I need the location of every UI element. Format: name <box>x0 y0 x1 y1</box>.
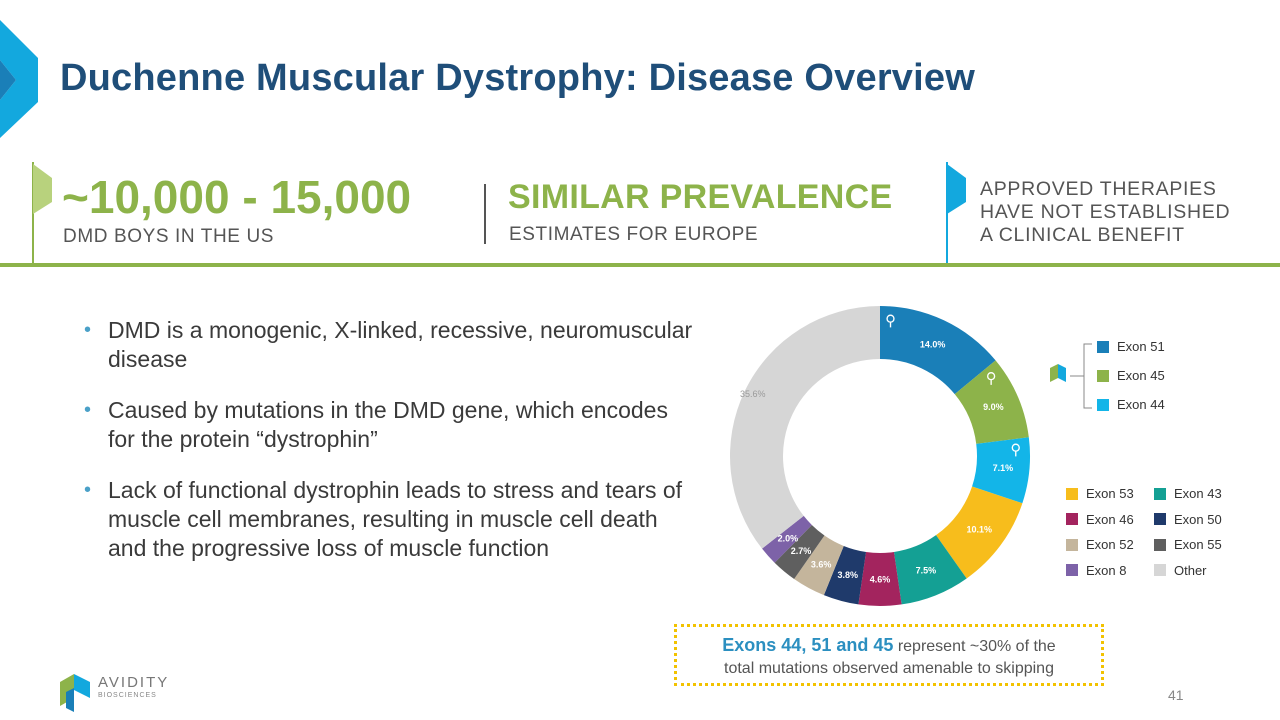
avidity-logo-icon <box>60 674 90 712</box>
legend-swatch <box>1066 564 1078 576</box>
legend-label: Exon 55 <box>1174 537 1222 552</box>
donut-slice-exon-43 <box>893 535 967 605</box>
us-patient-label: DMD BOYS IN THE US <box>63 226 275 247</box>
avidity-logo: AVIDITY BIOSCIENCES <box>58 664 169 714</box>
logo-name: AVIDITY <box>98 674 170 691</box>
legend-swatch <box>1066 538 1078 551</box>
donut-slice-exon-46 <box>858 551 902 606</box>
legend-item: Exon 45 <box>1097 368 1165 383</box>
donut-slice-other <box>730 306 880 549</box>
donut-data-label: 4.6% <box>870 575 891 585</box>
blue-flag-icon <box>946 162 966 266</box>
stats-band: ~10,000 - 15,000 DMD BOYS IN THE US SIMI… <box>0 158 1280 268</box>
donut-data-label: 14.0% <box>920 339 946 349</box>
donut-slice-exon-52 <box>794 535 844 596</box>
legend-swatch <box>1066 513 1078 525</box>
bullet-text: Caused by mutations in the DMD gene, whi… <box>108 397 668 452</box>
legend-swatch <box>1097 398 1109 411</box>
donut-slice-exon-45 <box>954 360 1029 444</box>
bullet-item: • Caused by mutations in the DMD gene, wh… <box>84 396 694 454</box>
donut-slice-exon-50 <box>823 545 867 605</box>
green-divider-line <box>0 263 1280 267</box>
donut-data-label: 3.6% <box>811 560 832 570</box>
bullet-dot: • <box>84 319 92 341</box>
legend-swatch <box>1154 513 1166 525</box>
bullet-list: • DMD is a monogenic, X-linked, recessive… <box>84 316 694 585</box>
legend-item: Exon 44 <box>1097 397 1165 412</box>
legend-label: Exon 44 <box>1117 397 1165 412</box>
skipping-callout: Exons 44, 51 and 45 represent ~30% of th… <box>674 624 1104 686</box>
donut-data-label: 2.7% <box>791 546 812 556</box>
logo-subtitle: BIOSCIENCES <box>98 692 157 699</box>
legend-label: Exon 51 <box>1117 339 1165 354</box>
legend-label: Exon 46 <box>1086 511 1134 527</box>
callout-text: represent ~30% of the <box>893 638 1056 655</box>
bullet-item: • DMD is a monogenic, X-linked, recessive… <box>84 316 694 374</box>
bullet-item: • Lack of functional dystrophin leads to … <box>84 476 694 563</box>
legend-label: Exon 50 <box>1174 511 1222 527</box>
bullet-dot: • <box>84 399 92 421</box>
legend-item: Exon 51 <box>1097 339 1165 354</box>
legend-swatch <box>1154 538 1166 551</box>
donut-slice-exon-8 <box>762 515 812 563</box>
bullet-text: DMD is a monogenic, X-linked, recessive,… <box>108 317 693 372</box>
green-flag-icon <box>32 162 52 266</box>
avidity-mark-icon: ⚲ <box>986 369 997 387</box>
page-title: Duchenne Muscular Dystrophy: Disease Ove… <box>60 57 975 99</box>
mutation-donut-chart: 14.0% ⚲ 9.0% ⚲ 7.1% ⚲ 10.1% 7.5% 4.6% 3.8% 3.6% 2.7… <box>730 306 1030 606</box>
europe-heading: SIMILAR PREVALENCE <box>508 178 893 216</box>
donut-slice-exon-55 <box>774 525 825 579</box>
bullet-dot: • <box>84 479 92 501</box>
approved-therapies-note: APPROVED THERAPIES HAVE NOT ESTABLISHED … <box>980 178 1230 247</box>
donut-slice-exon-53 <box>936 486 1023 579</box>
donut-data-label: 10.1% <box>966 525 992 535</box>
avidity-mark-icon: ⚲ <box>885 311 896 329</box>
us-patient-count: ~10,000 - 15,000 <box>62 171 412 223</box>
legend-item: Exon 55 <box>1154 537 1222 552</box>
legend-swatch <box>1154 487 1166 500</box>
legend-label: Other <box>1174 562 1207 578</box>
donut-data-label: 2.0% <box>778 533 799 543</box>
approved-therapies-line: HAVE NOT ESTABLISHED <box>980 201 1231 223</box>
donut-slice-exon-51 <box>880 306 996 395</box>
legend-item: Exon 43 <box>1154 486 1222 501</box>
legend-item: Exon 52 <box>1066 537 1134 552</box>
callout-text-line2: total mutations observed amenable to ski… <box>724 660 1054 677</box>
legend-label: Exon 53 <box>1086 486 1134 501</box>
legend-item: Exon 46 <box>1066 512 1134 527</box>
approved-therapies-line: A CLINICAL BENEFIT <box>980 224 1185 246</box>
donut-slice-exon-44 <box>972 437 1030 504</box>
legend-bracket <box>1050 343 1092 409</box>
donut-data-label: 7.5% <box>916 566 937 576</box>
donut-data-label: 7.1% <box>993 463 1014 473</box>
legend-item: Exon 8 <box>1066 563 1126 578</box>
avidity-mark-icon: ⚲ <box>1010 441 1021 459</box>
donut-data-label: 35.6% <box>740 389 766 399</box>
legend-swatch <box>1097 369 1109 382</box>
bullet-text: Lack of functional dystrophin leads to s… <box>108 477 683 561</box>
approved-therapies-line: APPROVED THERAPIES <box>980 178 1217 200</box>
stats-divider <box>484 184 486 244</box>
europe-label: ESTIMATES FOR EUROPE <box>509 224 759 245</box>
legend-label: Exon 45 <box>1117 368 1165 383</box>
legend-swatch <box>1066 487 1078 500</box>
legend-item: Exon 53 <box>1066 486 1134 501</box>
corner-chevron-decoration <box>0 20 38 138</box>
donut-data-label: 9.0% <box>983 402 1004 412</box>
legend-label: Exon 8 <box>1086 562 1127 578</box>
donut-data-label: 3.8% <box>838 570 859 580</box>
legend-label: Exon 43 <box>1174 486 1222 501</box>
legend-swatch <box>1097 340 1109 353</box>
legend-item: Exon 50 <box>1154 512 1222 527</box>
legend-item: Other <box>1154 563 1207 578</box>
callout-highlight: Exons 44, 51 and 45 <box>722 635 894 655</box>
legend-label: Exon 52 <box>1086 537 1134 552</box>
page-number: 41 <box>1168 687 1184 703</box>
legend-swatch <box>1154 564 1166 576</box>
